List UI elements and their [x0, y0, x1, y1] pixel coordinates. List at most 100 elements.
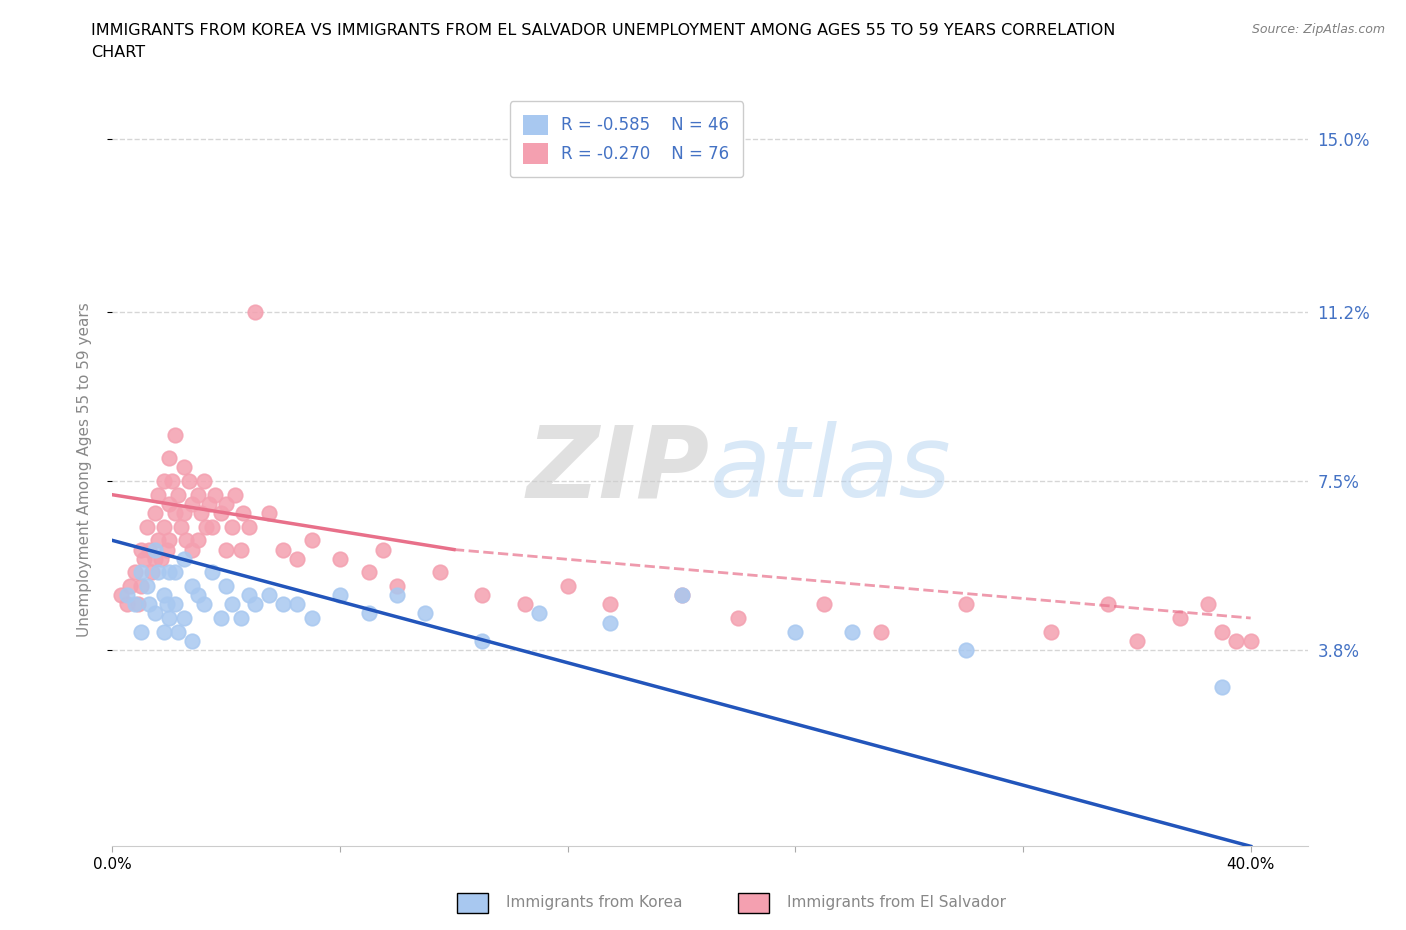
Text: atlas: atlas: [710, 421, 952, 518]
Point: [287, 551, 309, 566]
Point: [124, 597, 146, 612]
Point: [955, 643, 977, 658]
Point: [271, 597, 294, 612]
Text: Immigrants from Korea: Immigrants from Korea: [506, 895, 683, 910]
Point: [181, 578, 204, 593]
Point: [138, 597, 160, 612]
Point: [471, 633, 494, 648]
Point: [135, 578, 157, 593]
Point: [557, 578, 579, 593]
Point: [1097, 597, 1119, 612]
Point: [157, 497, 180, 512]
Point: [257, 506, 280, 521]
Point: [529, 606, 551, 621]
Point: [385, 588, 408, 603]
Point: [173, 551, 195, 566]
Point: [167, 487, 190, 502]
Point: [955, 597, 977, 612]
Point: [429, 565, 451, 579]
Point: [190, 506, 212, 521]
Point: [841, 624, 863, 639]
Point: [813, 597, 835, 612]
Point: [271, 542, 294, 557]
Point: [671, 588, 693, 603]
Point: [173, 460, 195, 475]
Point: [1211, 679, 1233, 694]
Point: [127, 597, 149, 612]
Point: [138, 542, 160, 557]
Point: [141, 565, 163, 579]
Point: [173, 611, 195, 626]
Point: [209, 611, 232, 626]
Point: [181, 542, 204, 557]
Point: [162, 473, 183, 488]
Point: [143, 606, 166, 621]
Point: [727, 611, 749, 626]
Point: [132, 551, 155, 566]
Point: [193, 597, 215, 612]
Point: [869, 624, 891, 639]
Point: [173, 506, 195, 521]
Point: [195, 519, 218, 534]
Point: [201, 519, 224, 534]
Point: [204, 487, 226, 502]
Point: [329, 551, 352, 566]
Point: [149, 551, 172, 566]
Point: [167, 624, 190, 639]
Point: [1240, 633, 1263, 648]
Text: CHART: CHART: [91, 45, 145, 60]
Point: [176, 533, 198, 548]
Point: [143, 506, 166, 521]
Point: [146, 487, 169, 502]
Point: [152, 624, 174, 639]
Point: [165, 597, 187, 612]
Point: [785, 624, 807, 639]
Point: [357, 606, 380, 621]
Point: [129, 578, 152, 593]
Point: [165, 428, 187, 443]
Point: [146, 533, 169, 548]
Point: [143, 542, 166, 557]
Point: [152, 588, 174, 603]
Point: [155, 597, 177, 612]
Point: [198, 497, 221, 512]
Point: [1126, 633, 1149, 648]
Point: [181, 633, 204, 648]
Point: [215, 578, 238, 593]
Point: [229, 542, 252, 557]
Point: [135, 519, 157, 534]
Point: [215, 542, 238, 557]
Point: [415, 606, 437, 621]
Point: [221, 597, 243, 612]
Point: [157, 565, 180, 579]
Point: [1211, 624, 1233, 639]
Point: [301, 611, 323, 626]
Point: [209, 506, 232, 521]
Text: Immigrants from El Salvador: Immigrants from El Salvador: [787, 895, 1007, 910]
Point: [221, 519, 243, 534]
Point: [229, 611, 252, 626]
Text: ZIP: ZIP: [527, 421, 710, 518]
Point: [170, 519, 193, 534]
Text: IMMIGRANTS FROM KOREA VS IMMIGRANTS FROM EL SALVADOR UNEMPLOYMENT AMONG AGES 55 : IMMIGRANTS FROM KOREA VS IMMIGRANTS FROM…: [91, 23, 1116, 38]
Point: [165, 506, 187, 521]
Point: [329, 588, 352, 603]
Point: [357, 565, 380, 579]
Point: [129, 565, 152, 579]
Point: [238, 519, 260, 534]
Point: [232, 506, 254, 521]
Point: [179, 473, 201, 488]
Point: [671, 588, 693, 603]
Point: [115, 588, 138, 603]
Point: [201, 565, 224, 579]
Point: [115, 597, 138, 612]
Point: [181, 497, 204, 512]
Point: [301, 533, 323, 548]
Point: [110, 588, 132, 603]
Point: [152, 473, 174, 488]
Point: [146, 565, 169, 579]
Point: [165, 565, 187, 579]
Point: [187, 588, 209, 603]
Point: [243, 597, 266, 612]
Point: [1168, 611, 1191, 626]
